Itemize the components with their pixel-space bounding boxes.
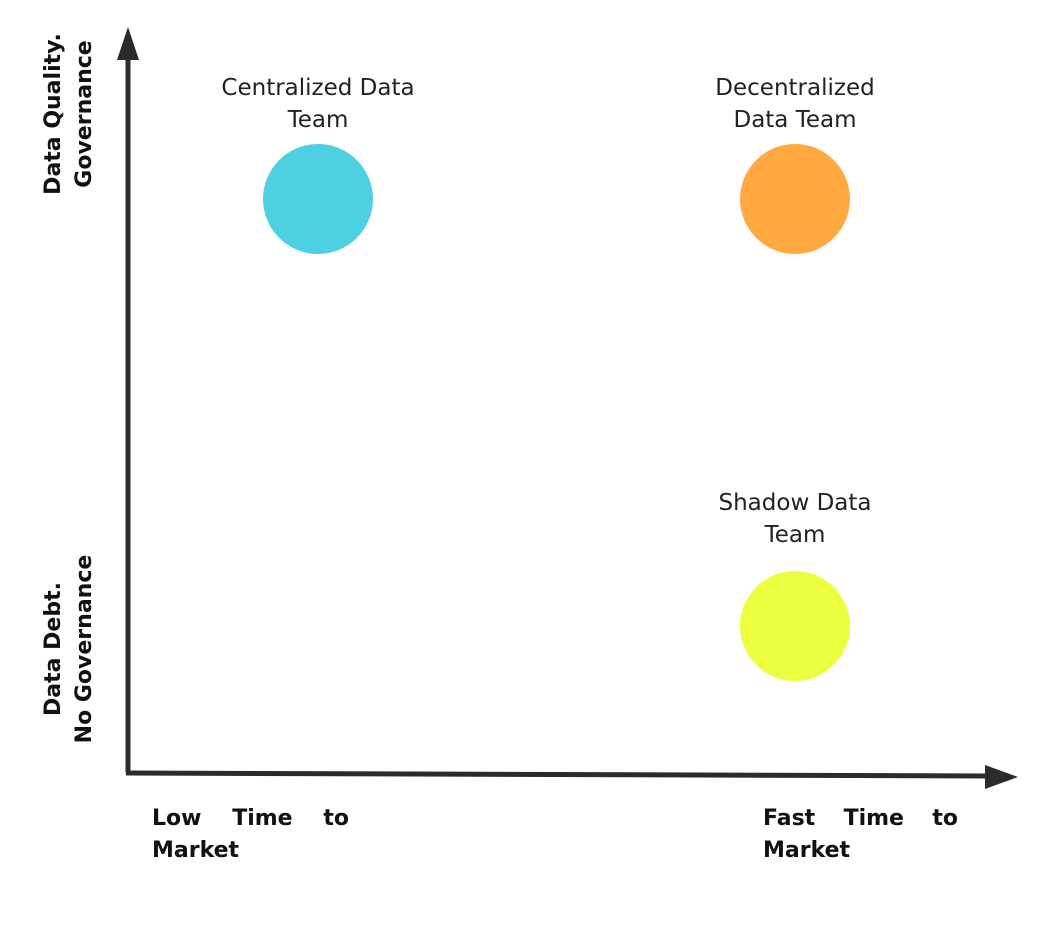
- shadow-team-label: Shadow Data Team: [718, 490, 872, 548]
- centralized-team-circle: [263, 144, 373, 254]
- x-axis-arrowhead: [985, 765, 1018, 789]
- decentralized-team-label: Decentralized Data Team: [715, 75, 875, 133]
- x-axis-right-label: Fast Time to Market: [763, 803, 958, 867]
- x-axis-line: [125, 770, 989, 779]
- x-axis-right-word-1: Fast: [763, 806, 816, 831]
- y-axis-arrowhead: [117, 27, 139, 60]
- x-axis-left-word-2: Time: [232, 806, 293, 831]
- x-axis-right-word-4: Market: [763, 838, 851, 863]
- x-axis-right-word-3: to: [932, 806, 958, 831]
- shadow-team-circle: [740, 571, 850, 681]
- y-axis-top-label-line2: Governance: [72, 40, 97, 188]
- x-axis-left-word-3: to: [323, 806, 349, 831]
- x-axis-right-word-2: Time: [843, 806, 904, 831]
- decentralized-team-circle: [740, 144, 850, 254]
- y-axis-bottom-label-line2: No Governance: [72, 554, 97, 744]
- centralized-team-label: Centralized Data Team: [221, 75, 415, 133]
- y-axis-bottom-label-line1: Data Debt.: [41, 582, 66, 716]
- y-axis-top-label: Data Quality. Governance: [38, 0, 100, 264]
- x-axis-left-word-4: Market: [152, 838, 240, 863]
- y-axis-top-label-line1: Data Quality.: [41, 33, 66, 195]
- y-axis-bottom-label: Data Debt. No Governance: [38, 499, 100, 799]
- x-axis-left-label: Low Time to Market: [152, 803, 349, 867]
- x-axis-left-word-1: Low: [152, 806, 202, 831]
